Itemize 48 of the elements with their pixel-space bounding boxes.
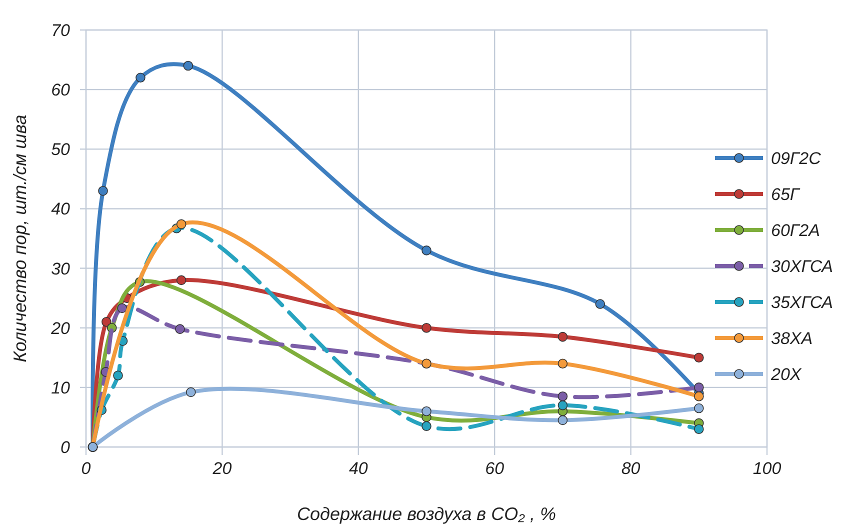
legend-label: 09Г2С	[771, 149, 822, 168]
point	[183, 60, 194, 71]
point	[422, 322, 432, 333]
point	[176, 275, 186, 286]
point	[558, 400, 568, 410]
point	[694, 403, 704, 414]
y-tick-label: 10	[51, 378, 71, 398]
point	[136, 72, 146, 83]
y-axis-title: Количество пор, шт./см шва	[10, 114, 30, 362]
point	[422, 246, 432, 256]
legend-label: 20Х	[770, 365, 802, 384]
point	[113, 370, 123, 380]
point	[175, 324, 185, 334]
point	[558, 358, 568, 368]
point	[694, 424, 704, 434]
x-axis-title: Содержание воздуха в CO₂ , %	[297, 504, 556, 524]
point	[186, 387, 196, 398]
point	[694, 382, 704, 392]
point	[98, 186, 108, 196]
x-tick-label: 0	[81, 459, 92, 478]
point	[558, 415, 568, 426]
x-tick-label: 80	[621, 459, 641, 478]
y-tick-label: 0	[60, 438, 71, 457]
point	[102, 317, 112, 327]
point	[595, 299, 606, 309]
point	[694, 391, 704, 402]
legend-label: 35ХГСА	[771, 293, 833, 312]
x-tick-label: 60	[485, 459, 505, 478]
legend-label: 65Г	[771, 185, 801, 204]
point	[558, 391, 568, 402]
y-tick-label: 50	[51, 140, 71, 160]
point	[422, 421, 432, 432]
point	[422, 406, 432, 416]
y-tick-label: 70	[51, 21, 71, 40]
point	[117, 303, 127, 314]
y-tick-label: 60	[51, 80, 71, 100]
y-tick-label: 40	[51, 200, 71, 219]
y-tick-label: 20	[50, 318, 71, 338]
legend-label: 60Г2А	[771, 221, 820, 240]
point	[558, 332, 568, 342]
legend-label: 30ХГСА	[771, 257, 833, 276]
y-tick-label: 30	[51, 259, 71, 278]
x-tick-label: 100	[752, 459, 782, 478]
x-tick-label: 40	[348, 459, 368, 478]
legend-label: 38ХА	[771, 329, 813, 348]
point	[694, 352, 704, 363]
point	[176, 219, 186, 230]
x-tick-label: 20	[212, 459, 232, 478]
